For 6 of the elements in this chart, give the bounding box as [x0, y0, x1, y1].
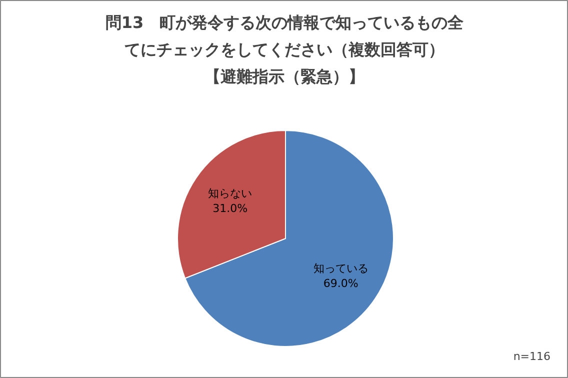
data-label: 31.0% [212, 202, 248, 215]
text: n=116 [513, 350, 551, 363]
slice-label: 知っている [313, 262, 368, 276]
data-label: 69.0% [323, 277, 358, 290]
chart-title: 問13 町が発令する次の情報で知っているもの全てにチェックをしてください（複数回答可）【避難指示（緊急）】 [105, 13, 465, 86]
slice-label: 知らない [208, 186, 252, 200]
